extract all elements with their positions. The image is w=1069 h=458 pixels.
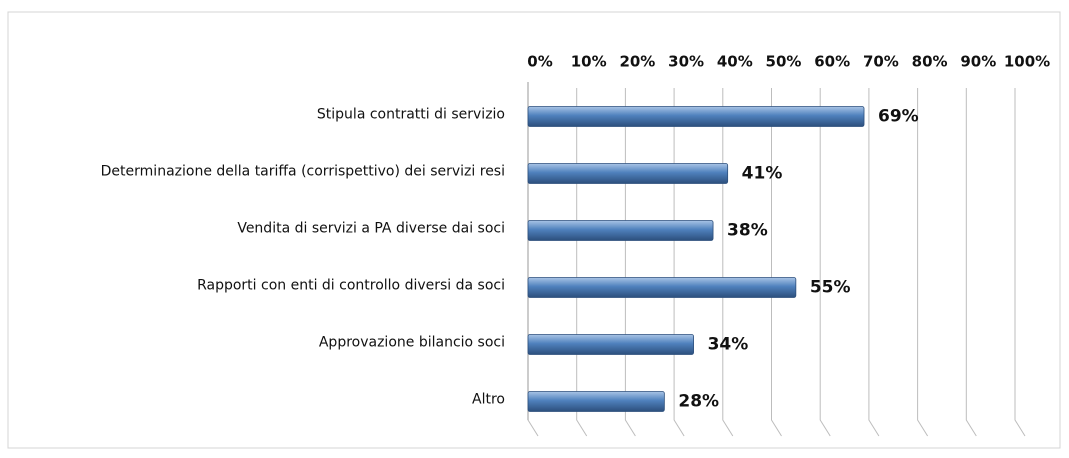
category-label: Determinazione della tariffa (corrispett… <box>101 164 505 180</box>
bar <box>527 220 714 241</box>
data-label: 28% <box>678 392 719 412</box>
data-label: 69% <box>878 107 919 127</box>
category-label: Altro <box>472 392 505 408</box>
grid-line <box>576 88 588 437</box>
data-label: 55% <box>810 278 851 298</box>
category-label: Vendita di servizi a PA diverse dai soci <box>237 221 505 237</box>
grid-line <box>527 88 539 437</box>
grid-line <box>1014 88 1026 437</box>
x-tick-label: 30% <box>668 53 704 71</box>
grid-line <box>673 88 685 437</box>
x-tick-label: 100% <box>1004 53 1050 71</box>
x-tick-label: 20% <box>619 53 655 71</box>
bar <box>527 106 865 127</box>
grid-line <box>868 88 880 437</box>
data-label: 38% <box>727 221 768 241</box>
x-tick-label: 10% <box>571 53 607 71</box>
grid-line <box>917 88 929 437</box>
x-tick-label: 70% <box>863 53 899 71</box>
chart-frame <box>7 11 1061 449</box>
x-tick-label: 60% <box>814 53 850 71</box>
x-tick-label: 80% <box>912 53 948 71</box>
grid-line <box>624 88 636 437</box>
bar <box>527 163 729 184</box>
category-label: Rapporti con enti di controllo diversi d… <box>197 278 505 294</box>
grid-line <box>722 88 734 437</box>
grid-line <box>965 88 977 437</box>
category-label: Stipula contratti di servizio <box>317 107 505 123</box>
bar <box>527 334 694 355</box>
data-label: 41% <box>742 164 783 184</box>
grid-line <box>771 88 782 437</box>
data-label: 34% <box>708 335 749 355</box>
x-tick-label: 90% <box>960 53 996 71</box>
grid-line <box>819 88 831 437</box>
x-tick-label: 0% <box>527 53 552 71</box>
bar <box>527 277 797 298</box>
bar <box>527 391 665 412</box>
x-tick-label: 50% <box>766 53 802 71</box>
x-tick-label: 40% <box>717 53 753 71</box>
category-label: Approvazione bilancio soci <box>319 335 505 351</box>
